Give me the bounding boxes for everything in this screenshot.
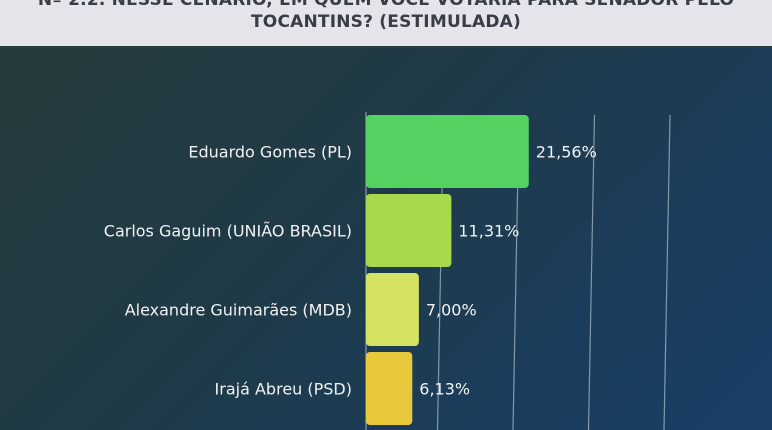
bar-2 bbox=[366, 273, 419, 346]
chart-title: Nº 2.2. NESSE CENÁRIO, EM QUEM VOCÊ VOTA… bbox=[0, 0, 772, 33]
data-label: 7,00% bbox=[426, 301, 477, 320]
category-label: Carlos Gaguim (UNIÃO BRASIL) bbox=[104, 222, 352, 241]
gridline bbox=[663, 114, 671, 430]
data-label: 6,13% bbox=[419, 380, 470, 399]
bar-0 bbox=[366, 115, 529, 188]
category-label: Alexandre Guimarães (MDB) bbox=[125, 301, 352, 320]
data-label: 21,56% bbox=[536, 143, 597, 162]
bar-1 bbox=[366, 194, 452, 267]
bar-3 bbox=[366, 352, 413, 425]
title-band: Nº 2.2. NESSE CENÁRIO, EM QUEM VOCÊ VOTA… bbox=[0, 0, 772, 48]
chart-title-line-1: Nº 2.2. NESSE CENÁRIO, EM QUEM VOCÊ VOTA… bbox=[37, 0, 735, 10]
gridline bbox=[587, 114, 596, 430]
category-label: Irajá Abreu (PSD) bbox=[215, 380, 352, 399]
data-label: 11,31% bbox=[458, 222, 519, 241]
chart-title-line-2: TOCANTINS? (ESTIMULADA) bbox=[251, 12, 521, 32]
category-label: Eduardo Gomes (PL) bbox=[188, 143, 352, 162]
